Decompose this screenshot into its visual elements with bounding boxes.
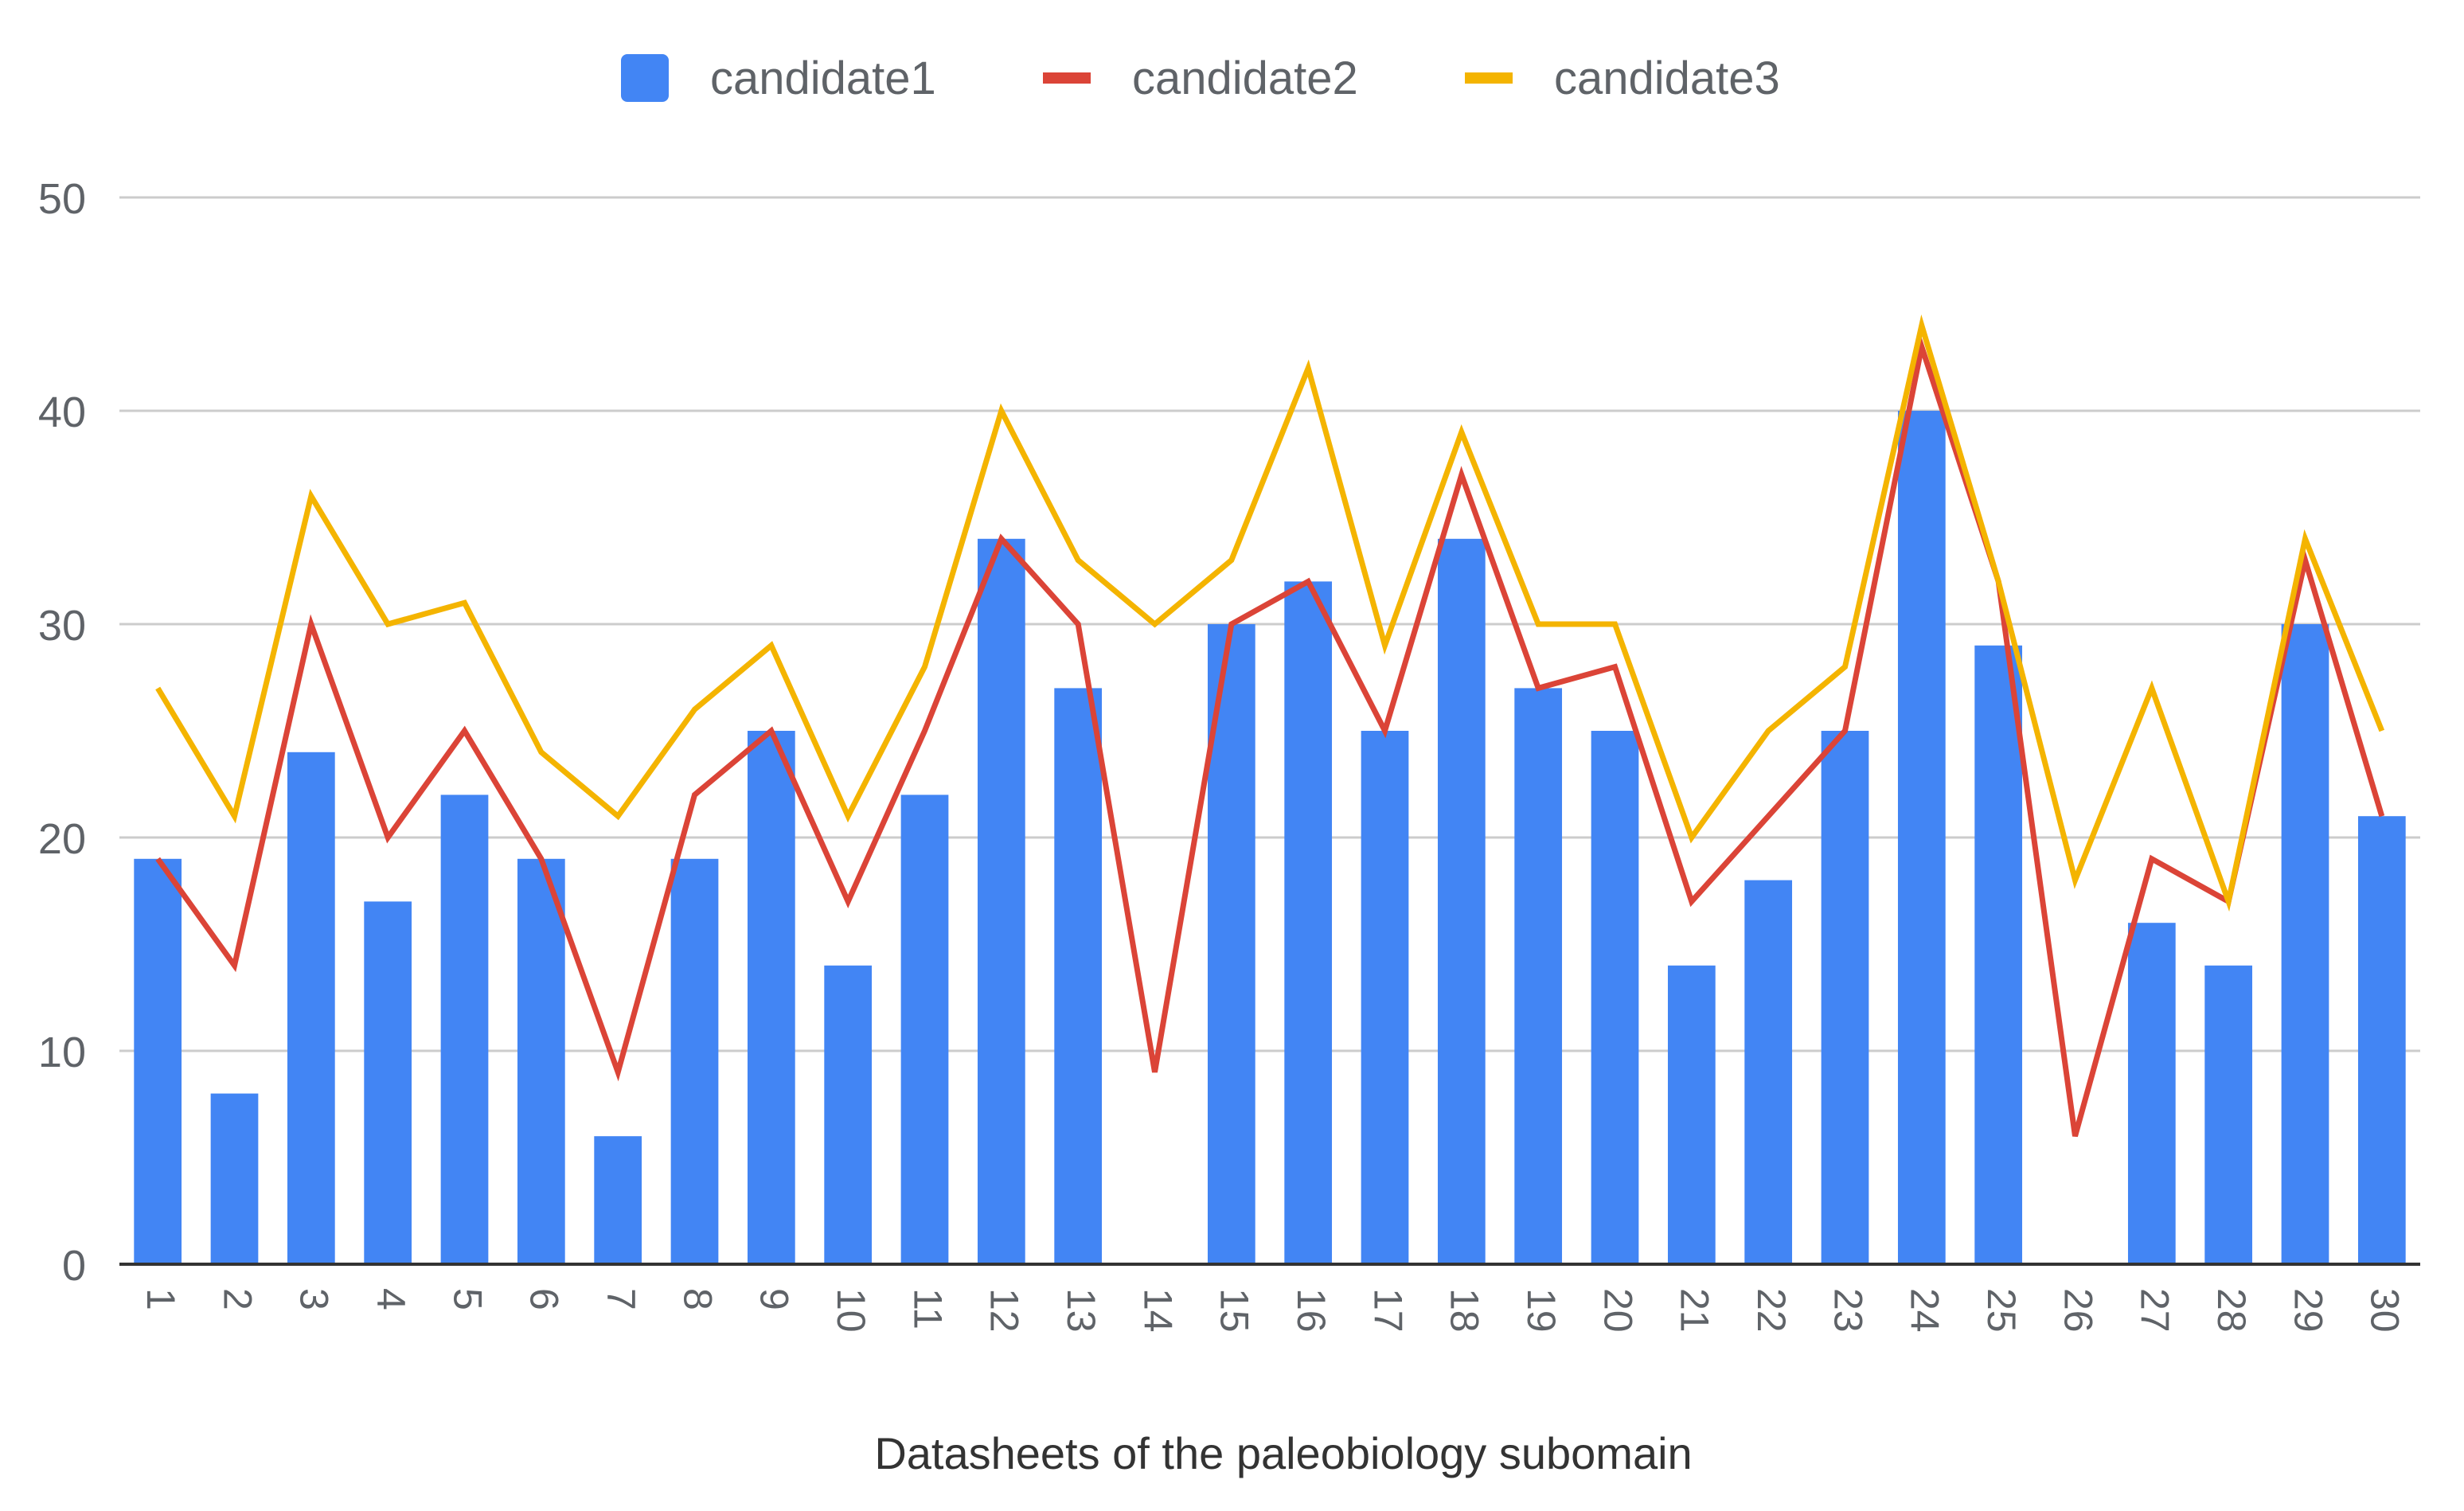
x-tick-label: 6 (522, 1288, 567, 1310)
x-tick-label: 1 (139, 1288, 183, 1310)
bar-candidate1 (2204, 965, 2253, 1264)
x-tick-label: 30 (2363, 1288, 2407, 1333)
x-tick-label: 17 (1365, 1288, 1410, 1333)
x-tick-label: 7 (599, 1288, 643, 1310)
x-tick-label: 16 (1289, 1288, 1334, 1333)
y-tick-label: 30 (38, 602, 86, 650)
x-tick-label: 18 (1443, 1288, 1487, 1333)
bar-series-candidate1 (134, 411, 2406, 1264)
bar-candidate1 (1361, 731, 1409, 1264)
bar-candidate1 (1667, 965, 1716, 1264)
x-tick-label: 9 (752, 1288, 797, 1310)
x-tick-label: 19 (1519, 1288, 1564, 1333)
bar-candidate1 (364, 901, 412, 1264)
x-tick-label: 2 (215, 1288, 260, 1310)
x-tick-label: 24 (1903, 1288, 1947, 1333)
x-tick-label: 28 (2209, 1288, 2254, 1333)
x-tick-label: 23 (1826, 1288, 1870, 1333)
x-axis-title: Datasheets of the paleobiology subomain (874, 1428, 1692, 1478)
bar-candidate1 (1897, 411, 1946, 1264)
x-tick-label: 3 (292, 1288, 337, 1310)
y-tick-label: 10 (38, 1029, 86, 1076)
x-tick-label: 25 (1979, 1288, 2024, 1333)
x-tick-label: 21 (1673, 1288, 1717, 1333)
bar-candidate1 (210, 1093, 259, 1264)
bar-candidate1 (670, 858, 719, 1264)
y-tick-label: 40 (38, 388, 86, 436)
bar-candidate1 (134, 858, 182, 1264)
x-tick-label: 5 (445, 1288, 490, 1310)
x-tick-label: 8 (675, 1288, 720, 1310)
bar-candidate1 (1974, 645, 2023, 1264)
legend-swatch-candidate2 (1043, 72, 1091, 84)
bar-candidate1 (1054, 688, 1103, 1264)
bar-candidate1 (440, 795, 489, 1264)
legend-swatch-candidate3 (1465, 72, 1513, 84)
x-tick-label: 20 (1595, 1288, 1640, 1333)
x-tick-label: 10 (829, 1288, 873, 1333)
x-tick-label: 26 (2056, 1288, 2100, 1333)
bar-candidate1 (977, 538, 1025, 1264)
line-candidate3 (155, 314, 2385, 912)
bar-candidate1 (517, 858, 565, 1264)
x-tick-label: 11 (905, 1288, 950, 1329)
bar-candidate1 (1744, 880, 1793, 1264)
legend: candidate1 candidate2 candidate3 (621, 53, 1780, 104)
y-tick-label: 50 (38, 175, 86, 223)
legend-label-candidate2: candidate2 (1132, 53, 1358, 104)
bar-candidate1 (287, 752, 335, 1264)
bar-candidate1 (1284, 581, 1333, 1264)
x-tick-label: 15 (1212, 1288, 1257, 1333)
bar-candidate1 (900, 795, 949, 1264)
legend-label-candidate1: candidate1 (710, 53, 936, 104)
y-tick-label: 0 (62, 1242, 86, 1290)
bar-candidate1 (2357, 816, 2406, 1264)
legend-label-candidate3: candidate3 (1554, 53, 1780, 104)
bar-candidate1 (2281, 624, 2329, 1264)
bar-candidate1 (747, 731, 795, 1264)
gridlines (119, 196, 2420, 1052)
x-tick-label: 12 (982, 1288, 1027, 1333)
x-tick-label: 4 (369, 1288, 413, 1310)
bar-candidate1 (1437, 538, 1486, 1264)
bar-candidate1 (1591, 731, 1639, 1264)
x-tick-label: 29 (2286, 1288, 2330, 1333)
bar-candidate1 (824, 965, 873, 1264)
bar-candidate1 (2127, 923, 2176, 1264)
bar-candidate1 (1514, 688, 1563, 1264)
bar-candidate1 (594, 1136, 642, 1264)
bar-candidate1 (1821, 731, 1869, 1264)
x-tick-label: 27 (2133, 1288, 2177, 1333)
y-tick-label: 20 (38, 815, 86, 863)
line-series (155, 314, 2385, 1138)
x-tick-label: 13 (1059, 1288, 1103, 1333)
x-tick-label: 22 (1749, 1288, 1794, 1333)
x-tick-label: 14 (1135, 1288, 1180, 1333)
line-candidate2 (155, 335, 2385, 1138)
legend-swatch-candidate1 (621, 54, 669, 102)
